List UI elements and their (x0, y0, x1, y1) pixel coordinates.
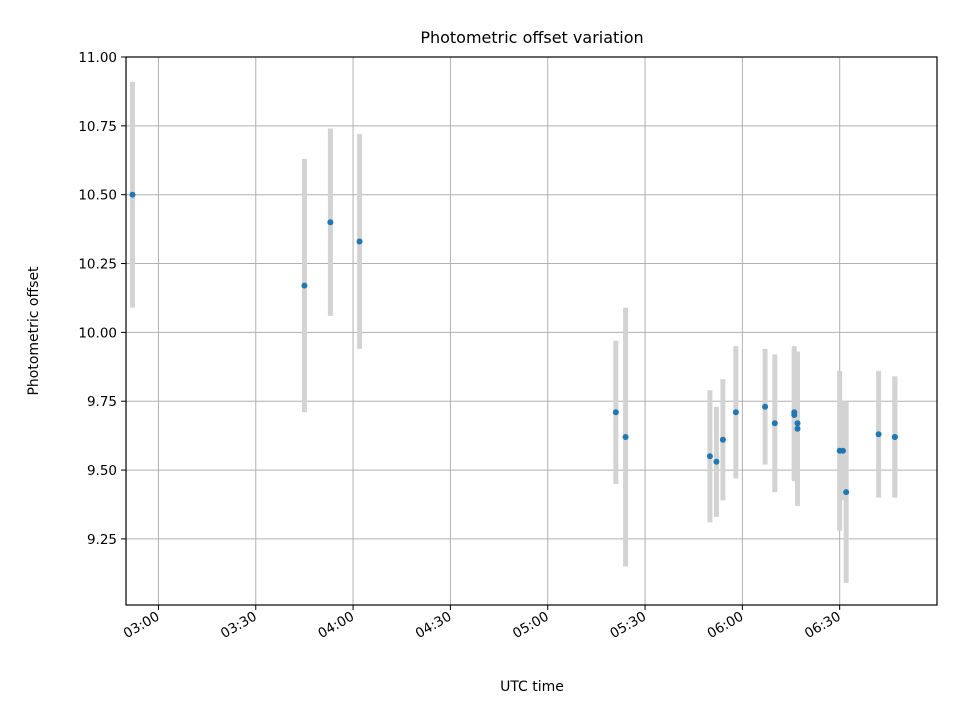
plot-frame (125, 56, 938, 606)
data-point (732, 409, 739, 416)
plot-background (126, 57, 937, 605)
data-markers (129, 191, 898, 496)
y-tick-label: 9.75 (87, 394, 117, 410)
data-point (875, 431, 882, 438)
y-axis-label: Photometric offset (26, 266, 42, 396)
y-tick-label: 9.50 (87, 463, 117, 479)
plot-area (125, 56, 938, 606)
data-point (301, 282, 308, 289)
data-point (891, 434, 898, 441)
data-point (622, 434, 629, 441)
chart-title: Photometric offset variation (420, 28, 643, 47)
data-point (771, 420, 778, 427)
data-point (612, 409, 619, 416)
y-tick-label: 10.25 (78, 257, 117, 273)
x-axis-label: UTC time (500, 679, 564, 695)
data-point (762, 403, 769, 410)
y-tick-label: 10.75 (78, 119, 117, 135)
data-point (839, 447, 846, 454)
data-point (327, 219, 334, 226)
data-point (794, 420, 801, 427)
data-point (843, 489, 850, 496)
data-point (719, 436, 726, 443)
data-point (129, 191, 136, 198)
y-tick-label: 10.00 (78, 325, 117, 341)
y-tick-label: 9.25 (87, 532, 117, 548)
y-axis-ticks: 9.25 9.50 9.75 10.00 10.25 10.50 10.75 11.00 (78, 50, 126, 548)
data-point (713, 458, 720, 465)
data-point (794, 425, 801, 432)
data-point (706, 453, 713, 460)
grid-lines (126, 57, 937, 605)
y-tick-label: 10.50 (78, 188, 117, 204)
y-tick-label: 11.00 (78, 50, 117, 66)
data-point (791, 411, 798, 418)
data-point (356, 238, 363, 245)
